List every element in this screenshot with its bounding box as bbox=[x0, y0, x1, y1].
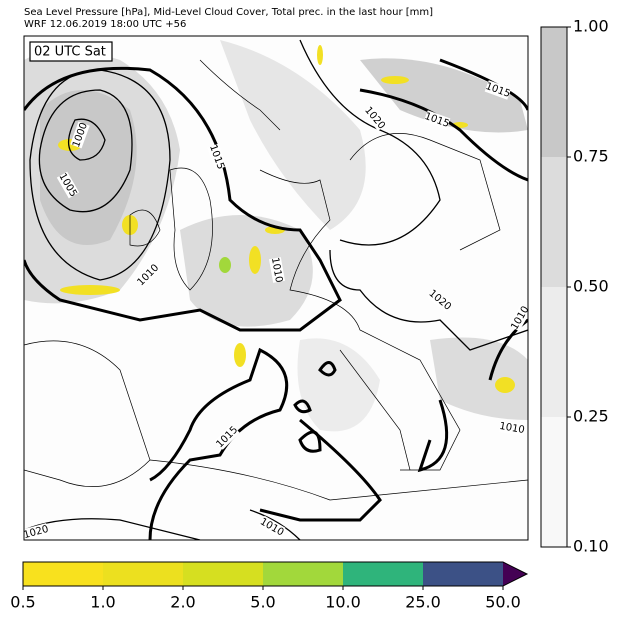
isobar-label-bg bbox=[362, 104, 388, 132]
isobar-label-bg bbox=[508, 304, 528, 332]
cloud-scale-segment bbox=[541, 157, 567, 287]
time-label: 02 UTC Sat bbox=[34, 45, 106, 60]
isobar-label-bg bbox=[258, 515, 286, 539]
isobar-label-bg bbox=[56, 171, 80, 199]
cloud-scale-label: 0.75 bbox=[573, 147, 609, 166]
precip-scale-label: 0.5 bbox=[10, 593, 35, 612]
isobar-label-bg bbox=[207, 143, 227, 171]
cloud-scale-segment bbox=[541, 287, 567, 417]
isobar-label-bg bbox=[70, 121, 90, 149]
precip-scale-label: 5.0 bbox=[250, 593, 275, 612]
precip-scale-segment bbox=[263, 562, 343, 586]
precip-scale-segment bbox=[23, 562, 103, 586]
precip-scale-label: 50.0 bbox=[485, 593, 521, 612]
precip-scale-over bbox=[503, 562, 527, 586]
isobar-label: 1020 bbox=[22, 524, 49, 541]
time-box bbox=[29, 41, 113, 62]
cloud-scale-label: 1.00 bbox=[573, 17, 609, 36]
cloud-scale-label: 0.10 bbox=[573, 537, 609, 556]
precip-scale-segment bbox=[183, 562, 263, 586]
precip-scale-label: 1.0 bbox=[90, 593, 115, 612]
isobar-label-bg bbox=[24, 523, 50, 540]
precip-scale-segment bbox=[423, 562, 503, 586]
isobar-label-bg bbox=[499, 420, 525, 436]
precip-scale-label: 10.0 bbox=[325, 593, 361, 612]
header-line2: WRF 12.06.2019 18:00 UTC +56 bbox=[24, 19, 186, 30]
cloud-scale-segment bbox=[541, 417, 567, 547]
precip-scale-frame bbox=[22, 561, 529, 587]
cloud-scale-segment bbox=[541, 27, 567, 157]
isobar-label-bg bbox=[484, 80, 512, 100]
precip-scale-segment bbox=[343, 562, 423, 586]
cloud-scale-label: 0.25 bbox=[573, 407, 609, 426]
isobar-label-bg bbox=[426, 287, 454, 313]
isobar-label-bg bbox=[423, 110, 451, 130]
precip-scale-label: 25.0 bbox=[405, 593, 441, 612]
map-frame bbox=[23, 35, 529, 541]
precip-scale-segment bbox=[103, 562, 183, 586]
header-line1: Sea Level Pressure [hPa], Mid-Level Clou… bbox=[24, 7, 433, 18]
isobar-label: 1010 bbox=[269, 257, 284, 284]
isobar-label: 1010 bbox=[498, 421, 525, 436]
isobar-label-bg bbox=[269, 257, 285, 283]
isobar-label-bg bbox=[214, 424, 240, 450]
precip-scale-label: 2.0 bbox=[170, 593, 195, 612]
isobar-label-bg bbox=[135, 262, 161, 288]
cloud-scale-label: 0.50 bbox=[573, 277, 609, 296]
